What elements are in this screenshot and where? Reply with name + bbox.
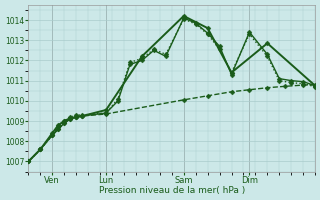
X-axis label: Pression niveau de la mer( hPa ): Pression niveau de la mer( hPa ) [99, 186, 245, 195]
